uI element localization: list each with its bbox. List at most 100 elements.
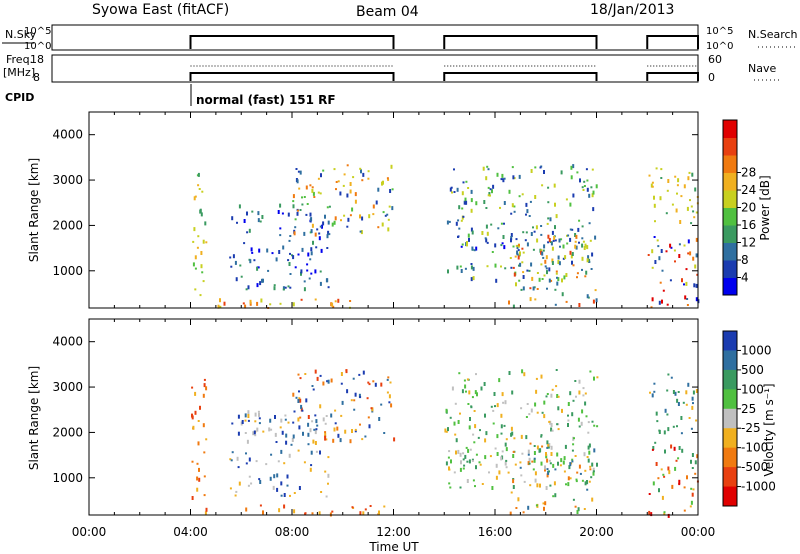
heatmap-cell (557, 406, 560, 411)
heatmap-cell (303, 461, 306, 464)
heatmap-cell (473, 249, 476, 252)
heatmap-cell (587, 421, 590, 424)
heatmap-cell (529, 287, 532, 290)
heatmap-cell (546, 468, 549, 471)
heatmap-cell (254, 412, 257, 417)
heatmap-cell (248, 228, 251, 233)
heatmap-cell (475, 201, 478, 206)
colorbar-segment (723, 225, 737, 243)
heatmap-cell (331, 510, 334, 513)
heatmap-cell (588, 193, 591, 198)
nsky-label: N.Sky (5, 28, 37, 41)
heatmap-cell (590, 268, 593, 270)
heatmap-cell (557, 260, 560, 264)
nave-lo-tick: 0 (708, 71, 715, 84)
heatmap-cell (541, 445, 544, 448)
heatmap-cell (251, 210, 254, 213)
heatmap-cell (552, 239, 555, 242)
y-tick-label: 1000 (52, 264, 83, 278)
heatmap-cell (518, 264, 520, 267)
heatmap-cell (198, 477, 201, 482)
heatmap-cell (593, 424, 596, 427)
heatmap-cell (673, 446, 676, 451)
heatmap-cell (584, 481, 587, 486)
heatmap-cell (289, 494, 291, 497)
heatmap-cell (324, 431, 327, 434)
heatmap-cell (596, 376, 599, 379)
heatmap-cell (582, 394, 585, 397)
heatmap-cell (454, 433, 457, 436)
heatmap-cell (317, 191, 320, 194)
heatmap-cell (543, 414, 546, 419)
heatmap-cell (689, 251, 692, 256)
heatmap-cell (530, 262, 533, 267)
heatmap-cell (474, 424, 477, 429)
heatmap-cell (543, 170, 545, 174)
heatmap-cell (567, 482, 570, 487)
heatmap-cell (387, 376, 390, 379)
heatmap-cell (500, 244, 503, 247)
heatmap-cell (686, 206, 689, 211)
y-tick-label: 2000 (52, 218, 83, 232)
heatmap-cell (595, 184, 598, 189)
heatmap-cell (259, 281, 262, 286)
heatmap-cell (306, 263, 309, 266)
heatmap-cell (576, 272, 579, 275)
heatmap-cell (467, 233, 470, 238)
heatmap-cell (557, 428, 560, 431)
heatmap-cell (328, 233, 331, 236)
heatmap-cell (564, 255, 567, 260)
nsky-segment (646, 35, 699, 49)
heatmap-cell (320, 248, 323, 253)
heatmap-cell (510, 432, 513, 437)
heatmap-cell (575, 245, 578, 250)
heatmap-cell (470, 189, 473, 194)
heatmap-cell (377, 226, 380, 229)
heatmap-cell (463, 200, 466, 205)
heatmap-cell (559, 245, 561, 248)
heatmap-cell (305, 185, 308, 190)
heatmap-cell (275, 257, 278, 262)
heatmap-cell (247, 410, 250, 415)
heatmap-cell (191, 386, 194, 389)
heatmap-cell (584, 243, 587, 248)
heatmap-cell (464, 454, 467, 459)
heatmap-cell (674, 466, 677, 471)
heatmap-cell (687, 239, 690, 244)
heatmap-cell (462, 452, 465, 455)
heatmap-cell (528, 215, 531, 217)
heatmap-cell (569, 477, 572, 480)
heatmap-cell (546, 287, 548, 290)
heatmap-cell (465, 200, 468, 205)
heatmap-cell (554, 493, 557, 498)
heatmap-cell (555, 214, 558, 219)
heatmap-cell (314, 269, 317, 274)
heatmap-cell (350, 399, 353, 402)
heatmap-cell (258, 478, 261, 481)
heatmap-cell (555, 385, 558, 388)
heatmap-cell (204, 511, 207, 516)
heatmap-cell (574, 380, 577, 382)
heatmap-cell (243, 219, 246, 223)
heatmap-cell (301, 196, 303, 199)
nsearch-hi-tick: 10^5 (706, 26, 733, 37)
heatmap-cell (569, 250, 572, 255)
heatmap-cell (291, 254, 293, 257)
heatmap-cell (571, 260, 573, 265)
heatmap-cell (686, 475, 688, 480)
heatmap-cell (331, 302, 334, 307)
heatmap-cell (589, 468, 592, 471)
heatmap-cell (287, 259, 290, 262)
heatmap-cell (336, 426, 339, 431)
heatmap-cell (291, 438, 294, 442)
heatmap-cell (484, 413, 486, 418)
heatmap-cell (321, 224, 323, 229)
heatmap-cell (244, 432, 247, 434)
colorbar-segment (723, 260, 737, 278)
heatmap-cell (358, 373, 361, 376)
heatmap-cell (589, 239, 592, 242)
heatmap-cell (335, 181, 338, 183)
heatmap-cell (453, 471, 456, 474)
heatmap-cell (510, 266, 513, 269)
heatmap-cell (280, 494, 283, 497)
